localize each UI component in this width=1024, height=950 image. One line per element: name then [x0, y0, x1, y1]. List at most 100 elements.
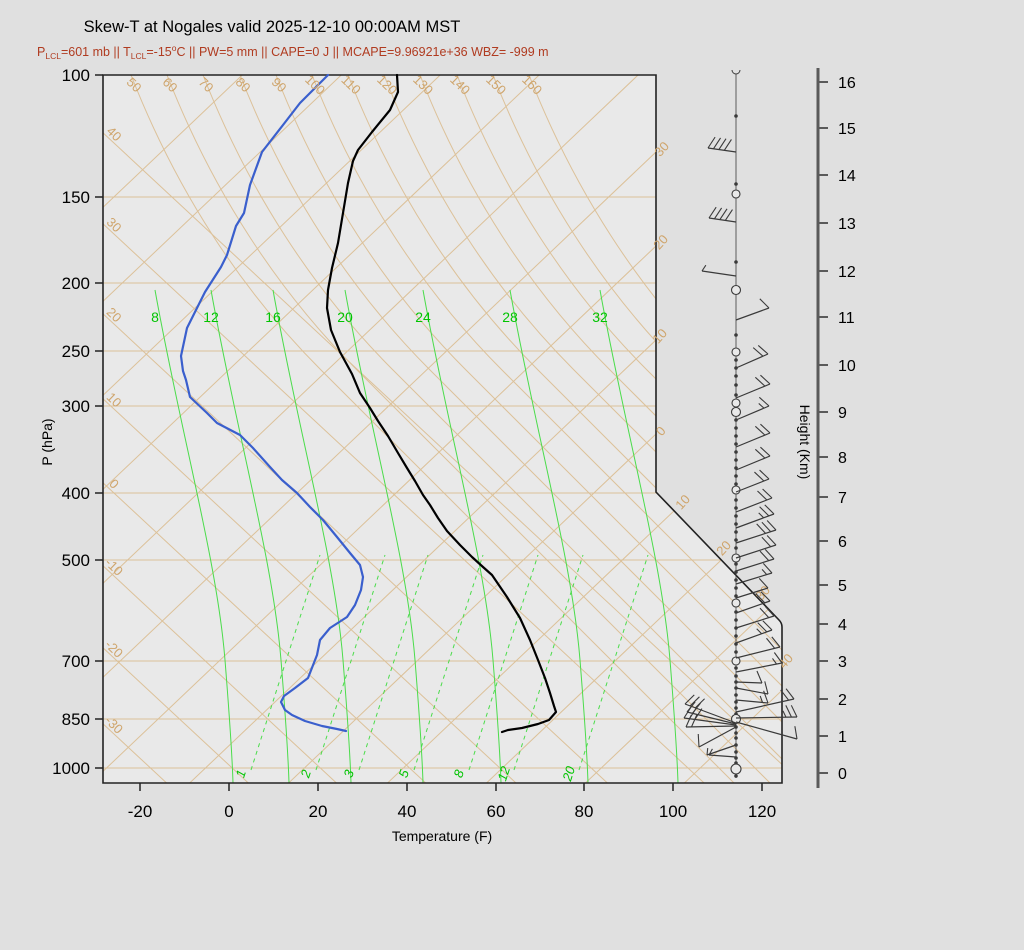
wind-level-dot [734, 442, 738, 446]
wind-barb-tick [752, 347, 764, 357]
dry-adiabat-line [202, 75, 782, 783]
wind-barb-tick [755, 593, 766, 604]
pressure-tick-label: 100 [62, 66, 90, 85]
height-tick-label: 6 [838, 534, 847, 551]
temperature-tick-label: -20 [128, 802, 153, 821]
moist-adiabat-line [344, 289, 424, 783]
wind-barb-tick [757, 344, 769, 355]
wind-level-dot [734, 426, 738, 430]
dry-adiabat-line [103, 257, 782, 783]
wind-barb [735, 681, 763, 684]
dry-adiabat-line [456, 75, 782, 783]
wind-barb-tick [780, 689, 790, 701]
wind-barb-tick [754, 425, 766, 436]
wind-barb-tick [766, 637, 776, 649]
wind-level-dot [734, 506, 738, 510]
wind-barb [735, 307, 770, 321]
subtitle-segment: P [37, 45, 46, 59]
wind-barb-tick [758, 578, 769, 589]
wind-barb-tick [761, 521, 772, 533]
isotherm-line [103, 484, 782, 783]
wind-level-dot [734, 374, 738, 378]
wind-barb-tick [759, 607, 770, 619]
wind-barb [698, 726, 737, 748]
wind-barb-tick [785, 688, 795, 700]
wind-barb-tick [762, 620, 773, 631]
wind-barb-tick [761, 536, 772, 548]
wind-level-dot [734, 522, 738, 526]
dry-adiabat-line [103, 509, 782, 783]
wind-level-circle [730, 406, 742, 418]
wind-barb [706, 744, 737, 756]
wind-barb [684, 703, 737, 724]
height-tick-label: 12 [838, 264, 856, 281]
calm-symbol [731, 69, 741, 75]
isotherm-line [103, 75, 782, 434]
wind-barb [701, 270, 737, 277]
wind-barb [686, 711, 737, 725]
wind-level-dot [734, 498, 738, 502]
wind-barb-tick [773, 652, 783, 664]
moist-adiabat-line [509, 289, 589, 783]
wind-barb-tick [754, 448, 766, 459]
moist-adiabat-labels: 8 12 16 20 24 28 32 [151, 309, 608, 325]
wind-barb-tick [683, 706, 692, 719]
pressure-axis: 100 150 200 250 300 400 500 700 850 1000 P (hPa) [39, 66, 103, 778]
wind-barb [735, 497, 773, 513]
wind-barb [735, 529, 777, 544]
wind-level-dot [734, 514, 738, 518]
wind-barb-tick [707, 136, 716, 149]
pressure-axis-title: P (hPa) [39, 418, 55, 465]
chart-subtitle: PLCL=601 mb || TLCL=-15oC || PW=5 mm || … [37, 43, 549, 61]
wind-barb-tick [790, 705, 798, 718]
temperature-tick-label: 100 [659, 802, 687, 821]
wind-barb-tick [766, 520, 777, 531]
dry-adiabat-line [130, 75, 735, 783]
height-tick-label: 2 [838, 692, 847, 709]
wind-level-dot [734, 434, 738, 438]
wind-barb-tick [762, 488, 773, 499]
height-tick-label: 14 [838, 168, 856, 185]
wind-barb-tick [754, 471, 765, 482]
isotherm-line [103, 75, 782, 622]
mixing-ratio-line [315, 554, 386, 771]
wind-barb-tick [754, 376, 766, 387]
wind-barb-tick [764, 504, 775, 515]
wind-level-dot [734, 358, 738, 362]
wind-barb-tick [756, 523, 766, 534]
wind-barb-tick [771, 636, 781, 648]
dry-adiabat-line [239, 75, 782, 783]
temperature-tick-label: 80 [575, 802, 594, 821]
wind-barb [735, 383, 771, 399]
height-tick-label: 11 [838, 310, 855, 327]
moist-adiabat-label: 20 [337, 309, 353, 325]
pressure-tick-label: 400 [62, 484, 90, 503]
moist-adiabat-label: 8 [151, 309, 159, 325]
wind-level-dot [734, 474, 738, 478]
wind-barb-tick [785, 705, 792, 718]
wind-level-dot [734, 594, 738, 598]
moist-adiabat-line [154, 289, 234, 783]
moist-adiabat-label: 28 [502, 309, 518, 325]
wind-barb-halftick [758, 512, 765, 519]
height-tick-label: 9 [838, 405, 847, 422]
height-tick-label: 7 [838, 490, 847, 507]
subtitle-segment: LCL [45, 51, 61, 61]
wind-level-dot [734, 634, 738, 638]
wind-barb-tick [685, 714, 692, 728]
subtitle-segment: C || PW=5 mm || CAPE=0 J || MCAPE=9.9692… [176, 45, 549, 59]
wind-barb-tick [718, 138, 727, 150]
wind-barbs [683, 69, 798, 778]
wind-barb-tick [760, 446, 771, 457]
wind-barb-halftick [772, 658, 778, 665]
mixing-ratio-label: 12 [494, 764, 513, 783]
dry-adiabat-line [383, 75, 782, 783]
temperature-tick-label: 60 [487, 802, 506, 821]
isotherm-line [103, 75, 782, 340]
wind-level-dot [734, 706, 738, 710]
wind-barb-tick [697, 733, 700, 748]
wind-barb [735, 698, 795, 713]
dry-adiabat-line [103, 167, 782, 783]
wind-barb-halftick [758, 403, 765, 409]
mixing-ratio-label: 1 [232, 768, 249, 780]
